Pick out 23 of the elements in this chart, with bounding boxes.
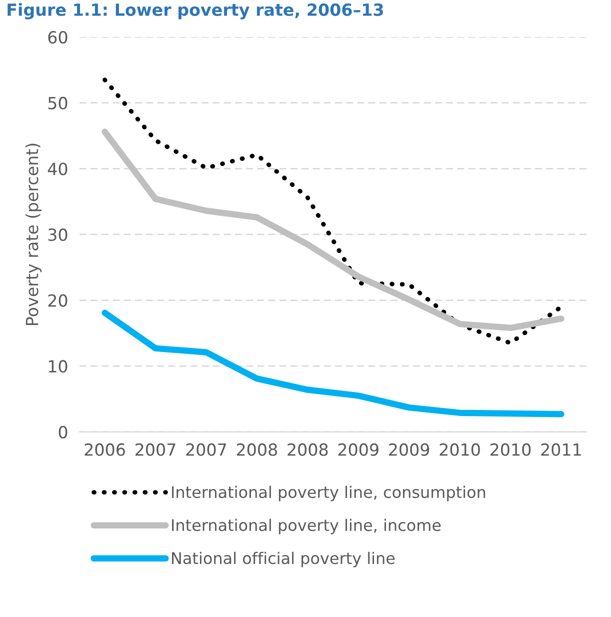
chart-title: Figure 1.1: Lower poverty rate, 2006–13 [8, 3, 383, 20]
x-tick-label: 2006 [84, 443, 125, 456]
y-tick-label: 10 [48, 360, 68, 373]
y-tick-label: 60 [48, 30, 68, 44]
legend-label: International poverty line, consumption [172, 486, 486, 502]
y-tick-label: 20 [48, 294, 68, 307]
x-tick-label: 2007 [186, 443, 226, 456]
y-tick-label: 30 [48, 228, 68, 242]
x-tick-label: 2008 [236, 443, 277, 456]
y-axis-title: Poverty rate (percent) [25, 144, 42, 325]
legend-label: International poverty line, income [172, 518, 441, 534]
y-tick-label: 50 [48, 96, 68, 110]
line-series [102, 78, 564, 346]
x-tick-label: 2007 [136, 443, 176, 456]
y-tick-label: 0 [58, 426, 68, 438]
x-tick-label: 2008 [288, 443, 328, 456]
x-tick-label: 2009 [389, 443, 430, 456]
y-tick-label: 40 [48, 162, 68, 176]
x-tick-label: 2010 [490, 443, 531, 456]
x-tick-label: 2009 [338, 443, 378, 456]
x-tick-label: 2011 [541, 443, 581, 456]
x-tick-label: 2010 [440, 443, 480, 456]
legend-label: National official poverty line [172, 552, 395, 568]
